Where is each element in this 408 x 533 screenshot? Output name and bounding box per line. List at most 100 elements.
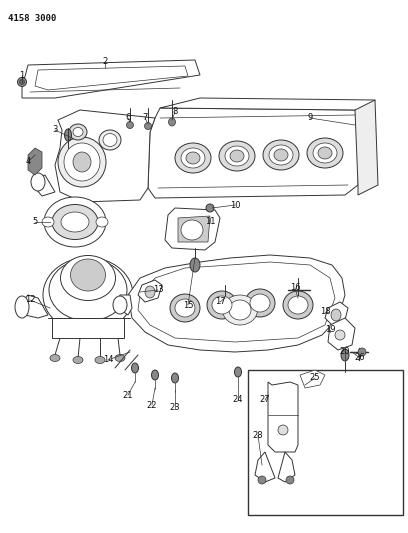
Text: 4158 3000: 4158 3000 xyxy=(8,14,56,23)
Ellipse shape xyxy=(170,294,200,322)
Ellipse shape xyxy=(151,370,158,380)
Text: 11: 11 xyxy=(205,217,215,227)
Polygon shape xyxy=(255,452,275,482)
Polygon shape xyxy=(178,216,210,242)
Text: 28: 28 xyxy=(253,431,263,440)
Polygon shape xyxy=(300,370,325,388)
Ellipse shape xyxy=(61,212,89,232)
Ellipse shape xyxy=(274,149,288,161)
Text: 25: 25 xyxy=(310,374,320,383)
Text: 8: 8 xyxy=(172,108,178,117)
Text: 6: 6 xyxy=(125,114,131,123)
Ellipse shape xyxy=(169,118,175,126)
Polygon shape xyxy=(138,280,162,302)
Polygon shape xyxy=(325,302,348,325)
Ellipse shape xyxy=(212,296,232,314)
Ellipse shape xyxy=(292,297,304,307)
Ellipse shape xyxy=(99,130,121,150)
Ellipse shape xyxy=(318,147,332,159)
Ellipse shape xyxy=(126,122,133,128)
Ellipse shape xyxy=(171,373,179,383)
Text: 24: 24 xyxy=(233,395,243,405)
Ellipse shape xyxy=(115,354,125,361)
Ellipse shape xyxy=(144,123,151,130)
Text: 18: 18 xyxy=(320,308,330,317)
Text: 12: 12 xyxy=(25,295,35,304)
Ellipse shape xyxy=(235,367,242,377)
Ellipse shape xyxy=(43,257,133,333)
Bar xyxy=(52,318,124,338)
Text: 27: 27 xyxy=(259,395,271,405)
Polygon shape xyxy=(268,382,298,452)
Ellipse shape xyxy=(60,255,115,301)
Text: 1: 1 xyxy=(19,70,24,79)
Text: 15: 15 xyxy=(183,301,193,310)
Ellipse shape xyxy=(269,145,293,165)
Text: 14: 14 xyxy=(103,356,113,365)
Ellipse shape xyxy=(113,296,127,314)
Ellipse shape xyxy=(263,140,299,170)
Polygon shape xyxy=(22,295,48,318)
Ellipse shape xyxy=(73,357,83,364)
Polygon shape xyxy=(22,60,200,98)
Polygon shape xyxy=(355,100,378,195)
Ellipse shape xyxy=(286,476,294,484)
Polygon shape xyxy=(28,148,42,175)
Ellipse shape xyxy=(181,148,205,168)
Text: 20: 20 xyxy=(340,348,350,357)
Ellipse shape xyxy=(131,363,138,373)
Text: 16: 16 xyxy=(290,284,300,293)
Polygon shape xyxy=(35,175,55,196)
Ellipse shape xyxy=(175,299,195,317)
Polygon shape xyxy=(328,318,355,350)
Ellipse shape xyxy=(331,309,341,321)
Ellipse shape xyxy=(190,258,200,272)
Ellipse shape xyxy=(64,143,100,181)
Ellipse shape xyxy=(50,354,60,361)
Ellipse shape xyxy=(245,289,275,317)
Text: 10: 10 xyxy=(230,200,240,209)
Ellipse shape xyxy=(175,143,211,173)
Ellipse shape xyxy=(73,152,91,172)
Ellipse shape xyxy=(283,291,313,319)
Text: 22: 22 xyxy=(147,400,157,409)
Ellipse shape xyxy=(335,330,345,340)
Ellipse shape xyxy=(73,127,83,136)
Ellipse shape xyxy=(258,476,266,484)
Ellipse shape xyxy=(69,124,87,140)
Polygon shape xyxy=(55,110,155,202)
Text: 3: 3 xyxy=(52,125,58,134)
Ellipse shape xyxy=(103,133,117,147)
Ellipse shape xyxy=(278,425,288,435)
Ellipse shape xyxy=(230,150,244,162)
Text: 19: 19 xyxy=(325,326,335,335)
Ellipse shape xyxy=(58,137,106,187)
Ellipse shape xyxy=(307,138,343,168)
Ellipse shape xyxy=(52,205,98,239)
Text: 21: 21 xyxy=(123,391,133,400)
Ellipse shape xyxy=(219,141,255,171)
Ellipse shape xyxy=(207,291,237,319)
Polygon shape xyxy=(148,108,360,198)
Ellipse shape xyxy=(229,300,251,320)
Ellipse shape xyxy=(341,349,349,361)
Ellipse shape xyxy=(145,286,155,298)
Ellipse shape xyxy=(250,294,270,312)
Ellipse shape xyxy=(181,220,203,240)
Ellipse shape xyxy=(42,217,54,227)
Ellipse shape xyxy=(220,298,230,312)
Bar xyxy=(248,370,403,515)
Polygon shape xyxy=(35,66,188,90)
Ellipse shape xyxy=(18,77,27,86)
Ellipse shape xyxy=(20,79,24,85)
Ellipse shape xyxy=(313,143,337,163)
Ellipse shape xyxy=(49,259,127,321)
Polygon shape xyxy=(165,208,220,250)
Polygon shape xyxy=(118,295,132,315)
Ellipse shape xyxy=(71,259,106,291)
Polygon shape xyxy=(160,98,375,118)
Ellipse shape xyxy=(206,204,214,212)
Ellipse shape xyxy=(96,217,108,227)
Text: 9: 9 xyxy=(307,114,313,123)
Ellipse shape xyxy=(44,197,106,247)
